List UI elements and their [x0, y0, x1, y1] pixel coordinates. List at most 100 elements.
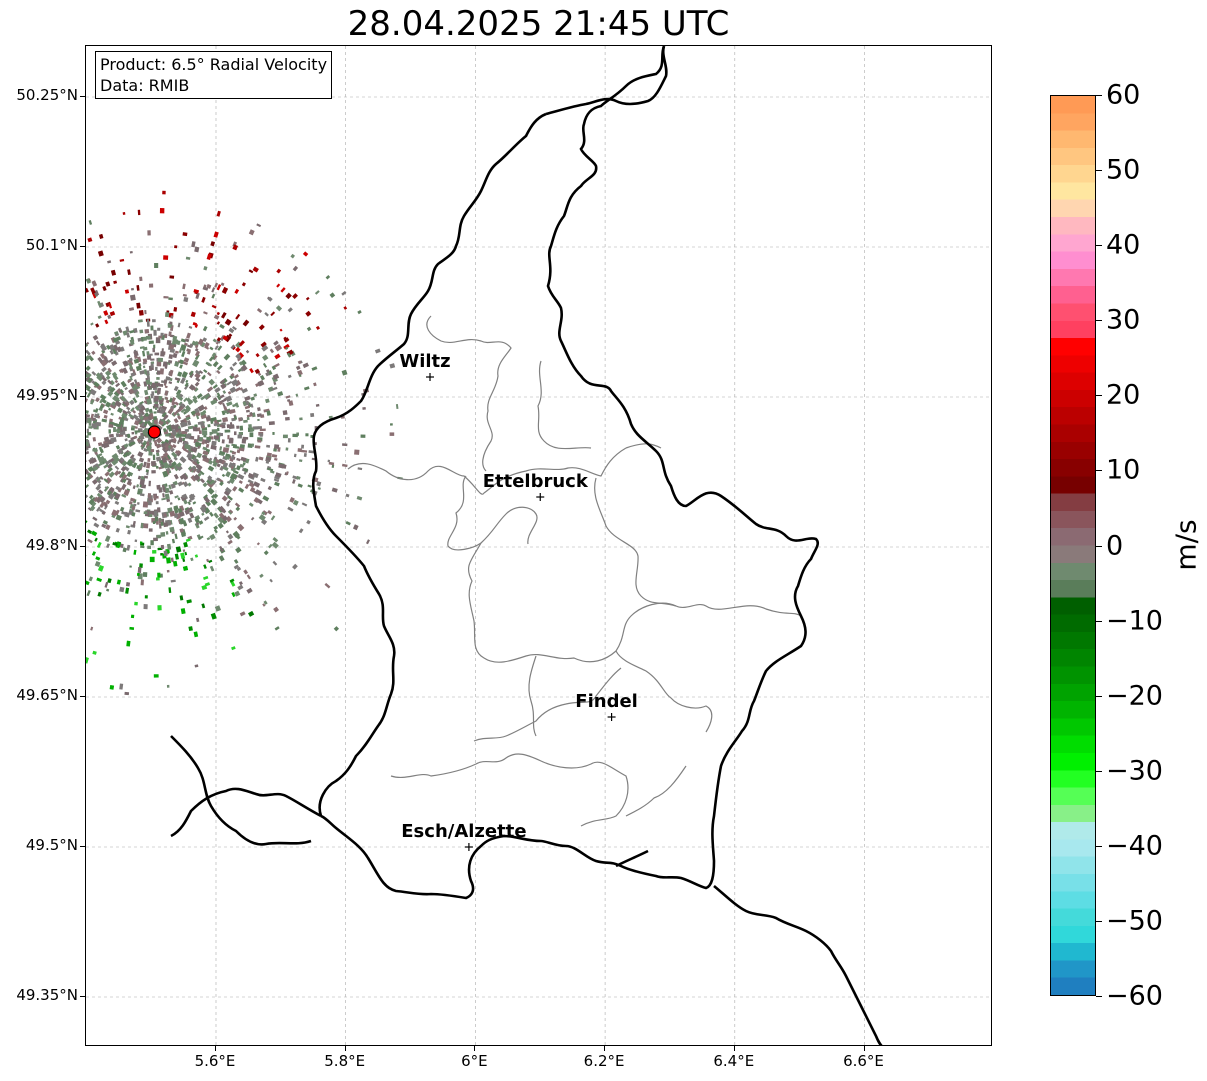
- radar-pixel: [141, 484, 147, 489]
- country-border: [311, 112, 547, 817]
- radar-pixel: [242, 462, 246, 466]
- radar-pixel: [162, 415, 168, 421]
- radar-pixel: [184, 382, 189, 387]
- radar-pixel: [188, 499, 192, 503]
- radar-pixel: [169, 348, 176, 353]
- radar-pixel: [183, 296, 189, 303]
- map-canvas[interactable]: Wiltz Ettelbruck Findel Esch/Alzette: [86, 46, 992, 1046]
- colorbar-tick-mark: [1096, 620, 1102, 622]
- radar-pixel: [164, 454, 172, 462]
- radar-pixel: [155, 407, 158, 410]
- radar-pixel: [115, 444, 121, 450]
- radar-pixel: [95, 556, 101, 561]
- radar-pixel: [153, 411, 157, 414]
- radar-pixel: [292, 293, 298, 300]
- radar-pixel: [302, 362, 309, 369]
- radar-pixel: [184, 428, 190, 432]
- radar-pixel: [170, 447, 175, 453]
- radar-pixel: [235, 313, 241, 320]
- radar-pixel: [119, 683, 124, 690]
- radar-pixel: [230, 344, 236, 350]
- radar-pixel: [203, 266, 208, 271]
- radar-pixel: [129, 339, 135, 346]
- canton-border: [390, 753, 629, 827]
- radar-pixel: [194, 441, 202, 448]
- radar-pixel: [164, 396, 169, 400]
- radar-pixel: [146, 398, 153, 405]
- radar-pixel: [221, 422, 226, 426]
- radar-pixel: [102, 409, 109, 415]
- radar-pixel: [186, 397, 192, 404]
- radar-pixel: [208, 559, 213, 564]
- radar-pixel: [265, 398, 270, 404]
- radar-pixel: [159, 368, 165, 375]
- radar-pixel: [389, 363, 396, 369]
- radar-pixel: [86, 354, 91, 362]
- colorbar-tick-mark: [1096, 770, 1102, 772]
- radar-pixel: [258, 324, 265, 331]
- radar-pixel: [277, 391, 284, 397]
- radar-pixel: [283, 337, 290, 343]
- radar-pixel: [179, 595, 184, 601]
- radar-pixel: [172, 352, 178, 359]
- radar-pixel: [246, 587, 253, 594]
- radar-pixel: [239, 611, 246, 617]
- radar-pixel: [168, 433, 172, 436]
- radar-pixel: [292, 499, 299, 506]
- radar-pixel: [195, 463, 203, 471]
- radar-pixel: [275, 305, 283, 312]
- radar-pixel: [250, 516, 255, 521]
- radar-pixel: [159, 400, 163, 405]
- radar-pixel: [155, 366, 158, 371]
- radar-pixel: [101, 380, 107, 386]
- radar-pixel: [248, 269, 254, 274]
- radar-pixel: [106, 463, 113, 469]
- radar-pixel: [213, 512, 219, 519]
- radar-pixel: [126, 332, 130, 338]
- radar-pixel: [229, 408, 236, 414]
- radar-pixel: [185, 404, 191, 412]
- radar-pixel: [167, 407, 174, 415]
- radar-pixel: [93, 522, 100, 528]
- radar-pixel: [271, 365, 277, 371]
- radar-pixel: [214, 387, 221, 393]
- radar-pixel: [252, 266, 259, 273]
- radar-pixel: [256, 413, 262, 418]
- radar-pixel: [198, 535, 204, 540]
- radar-pixel: [107, 578, 112, 584]
- radar-pixel: [246, 416, 250, 421]
- radar-pixel: [139, 400, 144, 405]
- radar-pixel: [160, 351, 165, 357]
- radar-pixel: [183, 418, 188, 423]
- radar-pixel: [150, 540, 154, 546]
- radar-pixel: [237, 584, 244, 591]
- radar-pixel: [239, 387, 244, 391]
- radar-pixel: [190, 311, 196, 318]
- radar-pixel: [328, 461, 335, 466]
- radar-pixel: [214, 345, 219, 351]
- lon-tick-label: 6.6°E: [843, 1052, 884, 1070]
- radar-pixel: [238, 487, 245, 493]
- radar-pixel: [91, 551, 96, 556]
- radar-pixel: [155, 337, 161, 344]
- radar-pixel: [180, 552, 186, 559]
- radar-pixel: [136, 438, 142, 443]
- radar-pixel: [156, 484, 161, 490]
- lat-tick-mark: [80, 96, 85, 97]
- radar-pixel: [172, 560, 178, 567]
- radar-pixel: [146, 420, 153, 427]
- radar-pixel: [170, 557, 174, 563]
- radar-pixel: [122, 547, 127, 553]
- radar-pixel: [129, 400, 135, 406]
- radar-pixel: [137, 567, 142, 573]
- radar-pixel: [128, 500, 133, 505]
- radar-pixel: [161, 457, 168, 464]
- radar-pixel: [172, 444, 177, 449]
- map-panel[interactable]: Wiltz Ettelbruck Findel Esch/Alzette: [85, 45, 992, 1046]
- radar-pixel: [90, 322, 94, 326]
- radar-pixel: [192, 501, 197, 505]
- radar-pixel: [126, 544, 131, 551]
- radar-pixel: [201, 505, 206, 511]
- radar-pixel: [186, 348, 192, 353]
- radar-pixel: [203, 564, 207, 569]
